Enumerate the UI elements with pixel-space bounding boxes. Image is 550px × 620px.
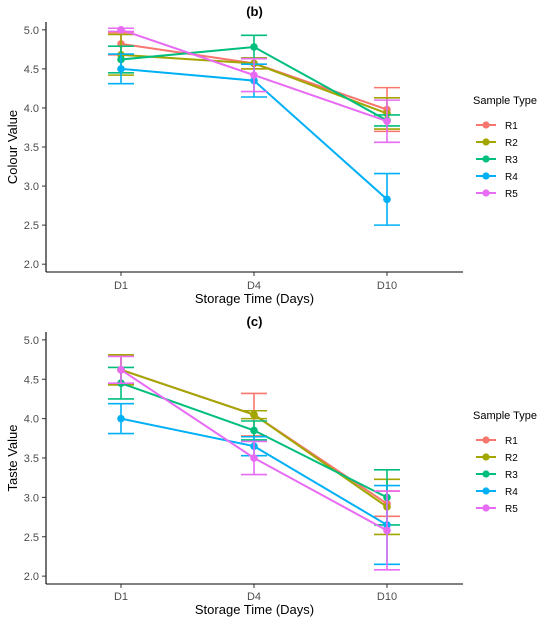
y-axis-label: Colour Value <box>5 110 20 184</box>
x-tick-label: D4 <box>247 591 261 603</box>
y-tick-label: 2.5 <box>24 532 39 544</box>
y-tick-label: 4.5 <box>24 64 39 76</box>
y-axis-label: Taste Value <box>5 425 20 492</box>
y-tick-label: 5.0 <box>24 25 39 37</box>
series-R5 <box>108 26 400 144</box>
data-point <box>250 454 258 462</box>
legend-label: R1 <box>505 121 518 132</box>
y-tick-label: 3.5 <box>24 142 39 154</box>
legend-key-point <box>482 504 490 512</box>
data-point <box>250 43 258 51</box>
legend-key-point <box>482 189 490 197</box>
legend-label: R2 <box>505 138 518 149</box>
series-R3 <box>108 34 400 127</box>
legend-key-point <box>482 121 490 129</box>
legend-label: R5 <box>505 504 518 515</box>
y-tick-label: 4.5 <box>24 374 39 386</box>
x-axis-label: Storage Time (Days) <box>195 291 314 306</box>
chart-title: (c) <box>247 314 263 329</box>
legend: Sample Type R1 R2 R3 R4 R5 <box>473 95 537 200</box>
legend-key-point <box>482 138 490 146</box>
data-point <box>117 414 125 423</box>
legend: Sample Type R1 R2 R3 R4 R5 <box>473 410 537 515</box>
y-tick-label: 5.0 <box>24 335 39 347</box>
series-R5 <box>108 355 400 571</box>
x-tick-label: D1 <box>114 280 128 292</box>
y-tick-label: 2.0 <box>24 259 39 271</box>
legend-label: R3 <box>505 155 518 166</box>
legend-key-point <box>482 172 490 180</box>
y-tick-label: 3.0 <box>24 181 39 193</box>
data-point <box>383 526 391 535</box>
chart-panel-b: (b) 2.0 2.5 3.0 3.5 4.0 4.5 5.0 D1 D4 D10 Storage T… <box>5 4 537 306</box>
legend-label: R3 <box>505 470 518 481</box>
legend-title: Sample Type <box>473 410 537 422</box>
chart-panel-c: (c) 2.0 2.5 3.0 3.5 4.0 4.5 5.0 D1 D4 D10 Storage T… <box>5 314 537 617</box>
legend-label: R4 <box>505 487 518 498</box>
data-point <box>250 426 258 435</box>
data-point <box>117 65 125 73</box>
data-point <box>117 26 125 34</box>
legend-key-point <box>482 453 490 461</box>
x-tick-label: D1 <box>114 591 128 603</box>
legend-title: Sample Type <box>473 95 537 107</box>
data-point <box>383 117 391 126</box>
legend-label: R5 <box>505 189 518 200</box>
legend-key-point <box>482 155 490 163</box>
legend-label: R4 <box>505 172 518 183</box>
y-tick-label: 3.5 <box>24 453 39 465</box>
legend-label: R2 <box>505 453 518 464</box>
legend-key-point <box>482 436 490 444</box>
x-tick-label: D4 <box>247 280 261 292</box>
data-point <box>250 410 258 419</box>
x-tick-label: D10 <box>377 280 397 292</box>
y-tick-label: 4.0 <box>24 103 39 115</box>
data-point <box>250 71 258 79</box>
y-tick-label: 4.0 <box>24 414 39 426</box>
x-axis-label: Storage Time (Days) <box>195 602 314 617</box>
chart-title: (b) <box>246 4 263 19</box>
y-tick-label: 2.5 <box>24 220 39 232</box>
legend-key-point <box>482 487 490 495</box>
y-tick-label: 3.0 <box>24 492 39 504</box>
data-point <box>383 195 391 204</box>
y-tick-label: 2.0 <box>24 571 39 583</box>
legend-key-point <box>482 470 490 478</box>
data-point <box>117 366 125 374</box>
legend-label: R1 <box>505 436 518 447</box>
x-tick-label: D10 <box>377 591 397 603</box>
